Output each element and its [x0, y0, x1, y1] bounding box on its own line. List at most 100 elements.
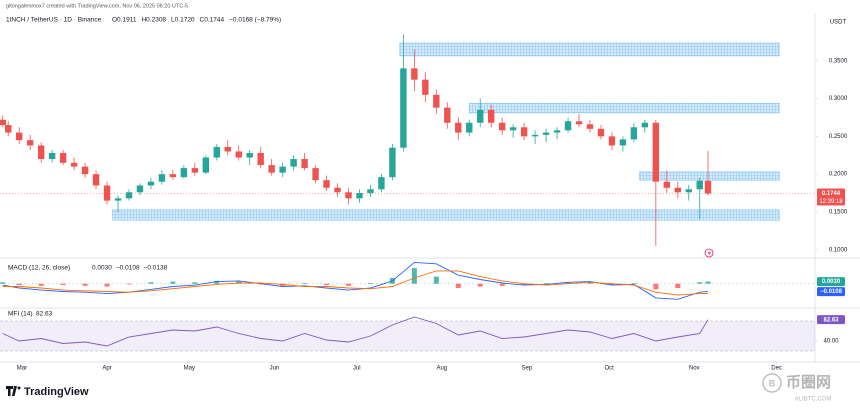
ohlc-readout: O0.1911 H0.2308 L0.1720 C0.1744 −0.0168 (−8.…: [112, 17, 281, 24]
x-tick-label: Jul: [353, 366, 361, 372]
histogram-bar: [653, 283, 659, 290]
histogram-bar: [367, 283, 373, 284]
candle-body: [257, 152, 264, 166]
candle-body: [103, 185, 111, 201]
x-tick-label: Mar: [17, 366, 27, 372]
pane-readout: −0.0108: [116, 265, 140, 272]
signal-line: [2, 270, 709, 296]
candle-body: [213, 146, 220, 158]
candle-body: [114, 198, 122, 201]
currency: USDT: [830, 20, 847, 26]
candle-body: [16, 132, 23, 141]
candle-body: [158, 174, 166, 182]
x-tick-label: Sep: [522, 366, 533, 372]
candle-body: [290, 159, 297, 167]
histogram-bar: [697, 282, 703, 284]
histogram-bar: [60, 283, 66, 286]
y-tick-label: 0.1000: [829, 247, 848, 253]
candle-body: [433, 94, 440, 108]
histogram-bar: [38, 283, 44, 286]
candle-body: [169, 174, 177, 178]
brand: TradingView: [24, 386, 89, 398]
histogram-bar: [0, 282, 6, 284]
candle-body: [608, 136, 616, 146]
macd-last: −0.0108: [820, 289, 843, 295]
candle-body: [367, 189, 374, 194]
y-tick-label: 0.1500: [829, 210, 848, 216]
x-tick-label: Dec: [771, 366, 782, 372]
candle-body: [202, 157, 210, 173]
candle-body: [509, 127, 517, 131]
candle-body: [301, 159, 308, 169]
last-price-box: [817, 188, 845, 206]
x-tick-label: Nov: [689, 366, 700, 372]
candle-body: [136, 185, 144, 193]
brand-logo: [6, 386, 21, 396]
candle-body: [455, 122, 462, 133]
histogram-bar: [631, 283, 637, 284]
candle-body: [26, 140, 34, 146]
histogram-bar: [126, 283, 132, 285]
y-tick-label: 0.3500: [829, 58, 848, 64]
candle-body: [92, 174, 100, 186]
watermark: B 币圈网 ALIBTC.COM: [762, 373, 832, 403]
candle-body: [0, 119, 6, 126]
candle-body: [619, 139, 627, 146]
histogram-bar: [705, 281, 711, 284]
histogram-bar: [104, 283, 110, 287]
histogram-bar: [170, 281, 176, 284]
histogram-bar: [477, 283, 483, 287]
candle-body: [59, 152, 67, 163]
histogram-last-box: [817, 277, 845, 287]
candle-body: [553, 130, 561, 133]
watermark-text: 币圈网: [786, 374, 831, 391]
candle-body: [487, 109, 495, 123]
candle-body: [704, 180, 712, 194]
histogram-bar: [192, 282, 198, 284]
x-tick-label: Apr: [102, 366, 111, 372]
candle-body: [125, 192, 133, 199]
histogram-bar: [433, 276, 439, 284]
band: [0, 321, 815, 351]
x-tick-label: Aug: [436, 366, 447, 372]
y-tick-label: 0.3000: [829, 96, 848, 102]
candle-body: [224, 146, 231, 152]
histogram-bar: [675, 283, 681, 288]
x-tick-label: Jun: [270, 366, 280, 372]
mfi-last: 82.63: [823, 317, 839, 323]
histogram-bar: [16, 283, 22, 286]
candle-body: [246, 152, 253, 158]
candle-body: [235, 151, 242, 158]
candle-body: [663, 181, 671, 188]
candle-body: [477, 109, 484, 123]
candle-body: [498, 122, 506, 131]
candle-body: [685, 189, 692, 193]
candle-body: [696, 180, 703, 190]
event-marker: [704, 248, 714, 258]
y-tick-label: 0.2000: [829, 172, 848, 178]
candle-body: [444, 107, 451, 123]
candle-body: [356, 193, 363, 199]
candle-body: [279, 166, 286, 173]
candle-body: [81, 166, 89, 175]
histogram-bar: [302, 283, 308, 284]
macd-last-box: [817, 287, 845, 297]
mfi-last-box: [817, 315, 845, 325]
histogram-bar: [411, 268, 417, 284]
candle-body: [520, 127, 528, 137]
svg-text:B: B: [769, 378, 776, 388]
candle-body: [575, 121, 583, 125]
candle-body: [268, 165, 275, 173]
ohlc-value: −0.0168 (−8.79%): [229, 17, 281, 24]
candle-body: [641, 122, 649, 128]
watermark-sub: ALIBTC.COM: [795, 397, 832, 403]
candle-body: [191, 168, 199, 173]
candle-body: [400, 68, 407, 148]
candle-body: [674, 187, 681, 193]
x-tick-label: May: [184, 366, 195, 372]
zone: [469, 102, 780, 114]
histogram-bar: [499, 283, 505, 286]
candle-body: [5, 125, 12, 133]
histogram-bar: [148, 282, 154, 284]
histogram-bar: [455, 283, 461, 288]
